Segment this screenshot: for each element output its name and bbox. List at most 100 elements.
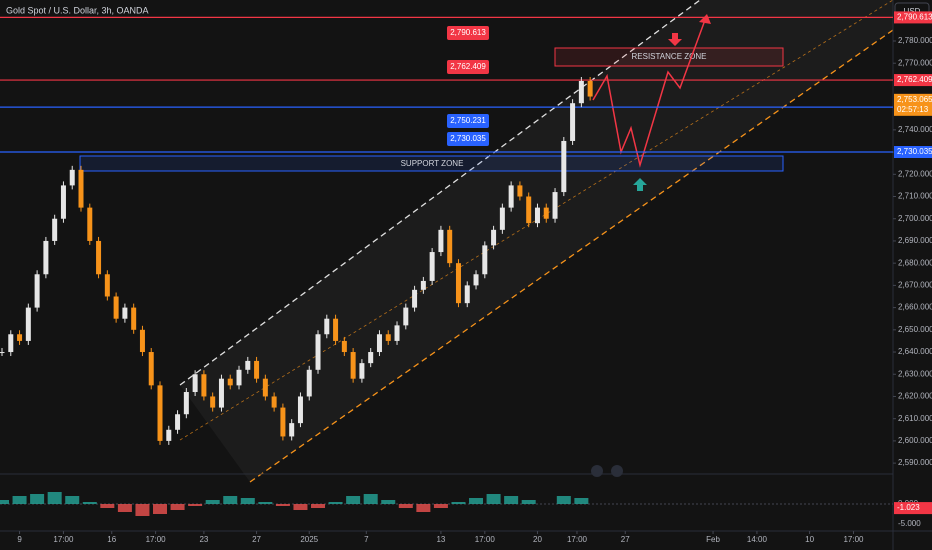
candle	[473, 274, 479, 286]
candle	[306, 369, 312, 397]
price-badge-label: 2,790.613	[897, 13, 932, 22]
macd-bar	[65, 496, 80, 504]
candle	[0, 352, 5, 354]
macd-bar	[100, 504, 115, 508]
x-tick-label: 7	[364, 535, 369, 544]
candle	[25, 307, 31, 341]
candle	[570, 103, 576, 141]
x-tick-label: 17:00	[53, 535, 74, 544]
macd-bar	[504, 496, 519, 504]
candle	[297, 396, 303, 424]
y-tick-label: 2,700.000	[898, 214, 932, 223]
price-badge	[894, 11, 932, 24]
candle	[491, 229, 497, 246]
candle	[87, 207, 93, 241]
x-tick-label: 17:00	[475, 535, 496, 544]
candle	[122, 307, 128, 319]
price-note	[447, 114, 489, 128]
candle	[289, 423, 295, 437]
macd-tick-label: -5.000	[898, 519, 921, 528]
candle	[280, 407, 286, 437]
candle	[403, 307, 409, 326]
candle	[245, 360, 251, 370]
macd-bar	[82, 502, 97, 504]
macd-bar	[433, 504, 448, 508]
channel-upper	[179, 0, 701, 386]
macd-bar	[0, 500, 9, 504]
macd-bar	[521, 500, 536, 504]
macd-bar	[398, 504, 413, 508]
x-tick-label: 10	[805, 535, 814, 544]
candle	[17, 334, 23, 341]
price-note-label: 2,762.409	[450, 62, 486, 71]
x-tick-label: 13	[436, 535, 445, 544]
candle	[412, 289, 418, 308]
candle	[78, 169, 84, 208]
macd-bar	[240, 498, 255, 504]
support-zone	[79, 155, 784, 172]
macd-bar	[293, 504, 308, 510]
macd-bar	[153, 504, 168, 514]
price-badge	[894, 145, 932, 158]
price-note-label: 2,730.035	[450, 134, 486, 143]
x-tick-label: 23	[199, 535, 208, 544]
macd-bar	[486, 494, 501, 504]
macd-badge	[894, 502, 932, 515]
x-tick-label: 2025	[300, 535, 318, 544]
y-tick-label: 2,780.000	[898, 36, 932, 45]
candle	[508, 185, 514, 208]
candle	[43, 240, 49, 275]
y-tick-label: 2,740.000	[898, 125, 932, 134]
macd-bar	[30, 494, 45, 504]
y-tick-label: 2,670.000	[898, 280, 932, 289]
price-note	[447, 26, 489, 40]
candle	[210, 396, 216, 408]
macd-bar	[416, 504, 431, 512]
channel-lower	[249, 29, 894, 483]
candle	[218, 378, 224, 408]
candle	[341, 340, 347, 353]
candle	[236, 369, 242, 386]
channel-fill	[180, 0, 893, 482]
macd-bar	[170, 504, 185, 510]
candle	[517, 185, 523, 197]
macd-bar	[205, 500, 220, 504]
chart-title: Gold Spot / U.S. Dollar, 3h, OANDA	[6, 5, 149, 15]
candle	[552, 192, 558, 219]
y-tick-label: 2,710.000	[898, 192, 932, 201]
candle	[315, 334, 321, 370]
candle	[8, 334, 14, 353]
macd-bar	[117, 504, 132, 512]
x-tick-label: 27	[252, 535, 261, 544]
candle	[139, 329, 145, 353]
candle	[227, 378, 233, 386]
macd-bar	[47, 492, 62, 504]
macd-bar	[574, 498, 589, 504]
macd-bar	[223, 496, 238, 504]
price-note	[447, 60, 489, 74]
candle	[578, 80, 584, 104]
candle	[420, 280, 426, 290]
x-tick-label: Feb	[706, 535, 720, 544]
countdown-label: 02:57:13	[897, 105, 929, 114]
candle	[429, 252, 435, 281]
macd-bar	[258, 502, 273, 504]
candle	[543, 207, 549, 219]
candle	[113, 296, 119, 319]
channel-middle	[179, 0, 894, 441]
y-tick-label: 2,770.000	[898, 58, 932, 67]
macd-bar	[363, 494, 378, 504]
y-tick-label: 2,590.000	[898, 458, 932, 467]
event-icon[interactable]	[611, 465, 623, 477]
price-badge-label: 2,762.409	[897, 75, 932, 84]
candle	[333, 318, 339, 341]
macd-bar	[328, 502, 343, 504]
candle	[192, 374, 198, 393]
price-note-label: 2,750.231	[450, 116, 486, 125]
candle	[131, 307, 137, 330]
event-icon[interactable]	[591, 465, 603, 477]
candle	[262, 378, 268, 397]
macd-bar	[556, 496, 571, 504]
candle	[148, 352, 154, 386]
